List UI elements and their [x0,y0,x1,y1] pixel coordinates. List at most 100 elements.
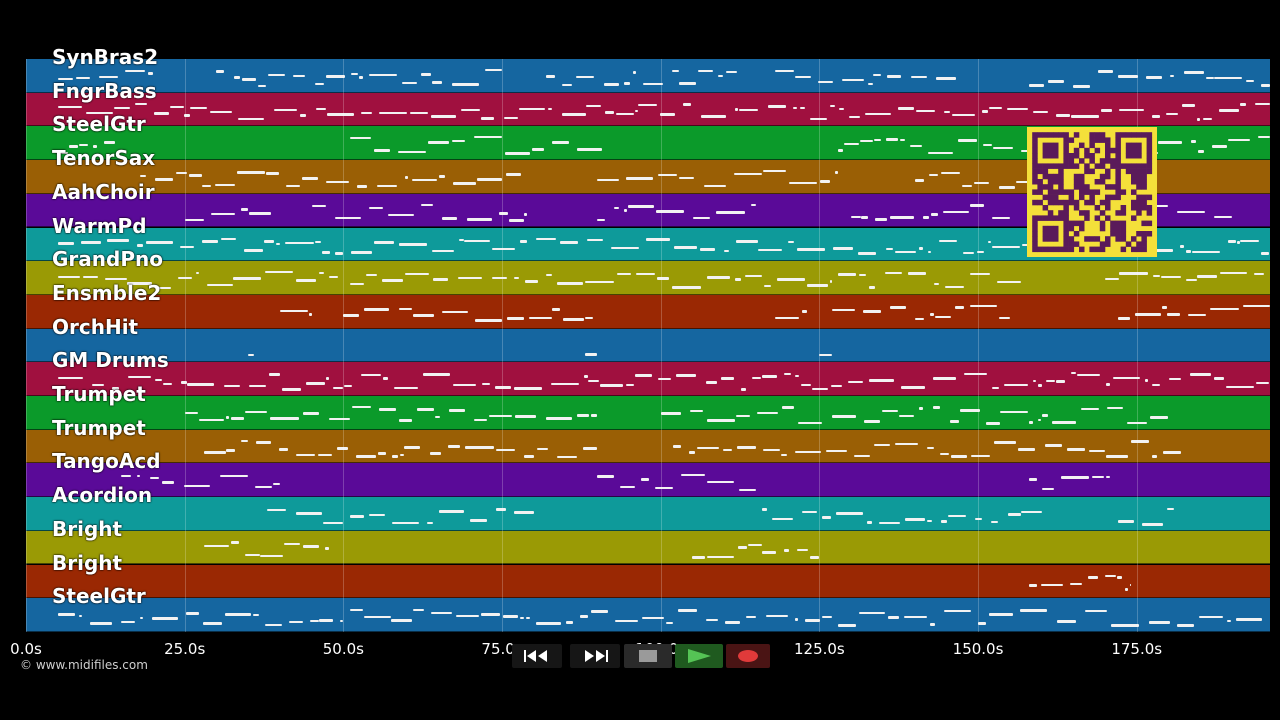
track-label: Bright [52,516,123,541]
stop-button[interactable] [624,644,672,668]
note [336,446,348,450]
note [826,450,847,452]
note [999,185,1015,189]
note [265,171,280,175]
note [1167,507,1175,510]
note [1210,308,1240,311]
note [474,136,502,139]
note [800,106,805,109]
play-button[interactable] [675,644,723,668]
note [1006,107,1029,110]
note [1070,115,1099,119]
note [950,454,967,458]
note [303,544,319,548]
note [253,613,259,616]
note [1134,312,1161,316]
note [506,173,522,177]
note [282,388,302,392]
note [169,106,184,109]
note [822,615,833,618]
note [943,110,950,113]
note [735,240,758,244]
note [1168,378,1182,381]
note [1020,609,1048,613]
note [599,383,624,387]
note [279,448,289,452]
copyright-text: © www.midifiles.com [20,658,148,672]
note [196,271,200,274]
note [231,416,245,420]
note [244,554,260,557]
note [310,619,319,622]
note [343,314,360,318]
note [326,75,345,79]
note [1047,80,1064,84]
fast-forward-button[interactable] [570,644,620,668]
note [365,274,378,277]
note [461,108,481,111]
record-button[interactable] [726,644,770,668]
note [248,353,255,356]
note [657,277,669,281]
note [551,141,570,145]
note [788,241,795,244]
note [107,239,130,243]
note [244,248,263,252]
note [355,455,376,459]
track-lane [26,598,1270,632]
note [1142,522,1163,526]
note [675,373,697,377]
note [838,107,845,110]
note [136,474,141,477]
note [270,417,299,421]
note [464,239,491,242]
note [1028,84,1044,88]
note [198,418,225,421]
note [748,543,762,546]
note [112,387,120,391]
note [202,185,211,188]
note [1112,377,1141,380]
note [982,109,988,113]
note [255,441,272,445]
note [580,614,588,618]
note [140,175,147,178]
note [411,179,438,182]
track-label: FngrBass [52,78,157,103]
rewind-button[interactable] [512,644,562,668]
note [435,415,441,418]
note [735,278,742,282]
note [929,622,935,626]
note [547,108,552,111]
note [216,69,224,73]
note [864,113,892,116]
note [1149,621,1170,625]
note [176,172,187,175]
track-lane [26,261,1270,295]
note [679,82,697,86]
note [78,143,89,146]
track-label: TangoAcd [52,449,161,474]
note [233,76,240,80]
note [992,216,1010,219]
note [583,375,588,379]
note [843,143,859,146]
note [514,510,534,514]
note [1060,476,1090,480]
note [894,250,916,253]
note [492,248,516,251]
note [89,621,112,625]
note [1118,75,1139,79]
note [1182,104,1195,108]
note [432,249,454,252]
note [625,383,635,386]
note [767,104,787,108]
note [315,240,322,243]
note [299,114,306,118]
note [1197,118,1201,122]
note [591,414,598,418]
note [699,247,715,251]
note [1119,271,1148,275]
note [889,215,914,219]
note [860,216,869,220]
